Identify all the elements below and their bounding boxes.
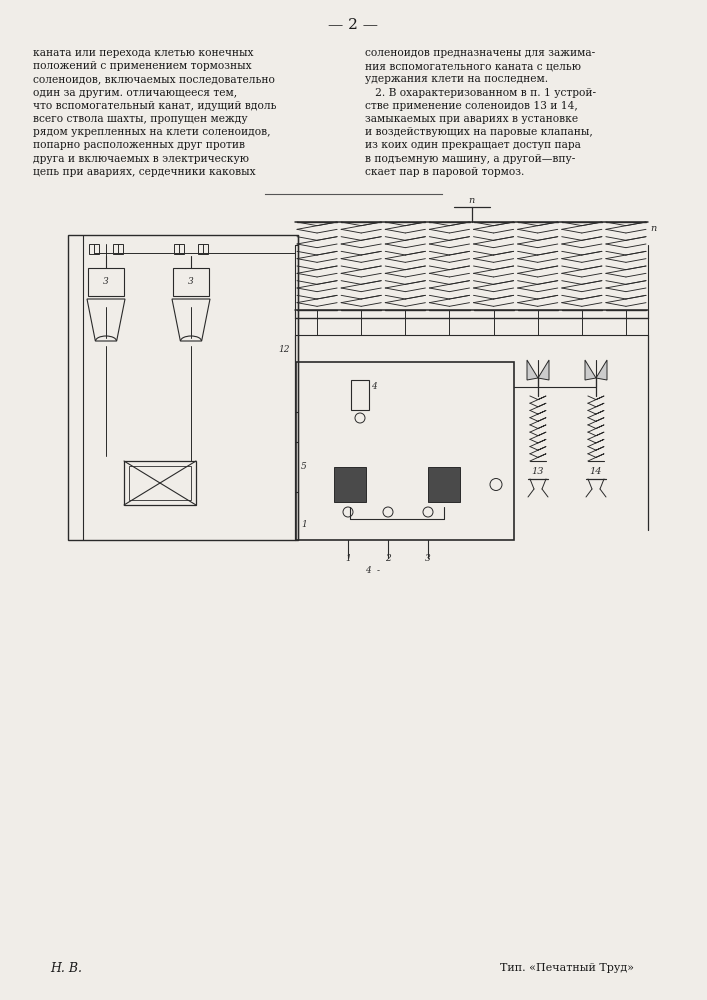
Text: из коих один прекращает доступ пара: из коих один прекращает доступ пара <box>365 140 581 150</box>
Text: — 2 —: — 2 — <box>329 18 378 32</box>
Text: 5: 5 <box>301 462 307 471</box>
Bar <box>113 244 123 254</box>
Bar <box>428 467 460 502</box>
Bar <box>174 244 184 254</box>
Text: всего ствола шахты, пропущен между: всего ствола шахты, пропущен между <box>33 114 247 124</box>
Text: замыкаемых при авариях в установке: замыкаемых при авариях в установке <box>365 114 578 124</box>
Text: 1: 1 <box>345 554 351 563</box>
Text: 2. В охарактеризованном в п. 1 устрой-: 2. В охарактеризованном в п. 1 устрой- <box>365 88 596 98</box>
Text: 14: 14 <box>590 467 602 476</box>
Text: соленоидов, включаемых последовательно: соленоидов, включаемых последовательно <box>33 74 275 84</box>
Text: в подъемную машину, а другой—впу-: в подъемную машину, а другой—впу- <box>365 154 575 164</box>
Polygon shape <box>585 360 596 380</box>
Text: n: n <box>468 196 474 205</box>
Text: друга и включаемых в электрическую: друга и включаемых в электрическую <box>33 154 249 164</box>
Text: 2: 2 <box>385 554 391 563</box>
Polygon shape <box>596 360 607 380</box>
Bar <box>334 467 366 502</box>
Polygon shape <box>527 360 538 380</box>
Text: цепь при авариях, сердечники каковых: цепь при авариях, сердечники каковых <box>33 167 256 177</box>
Bar <box>124 461 196 505</box>
Text: соленоидов предназначены для зажима-: соленоидов предназначены для зажима- <box>365 48 595 58</box>
Text: 12: 12 <box>279 346 290 355</box>
Text: положений с применением тормозных: положений с применением тормозных <box>33 61 252 71</box>
Text: стве применение соленоидов 13 и 14,: стве применение соленоидов 13 и 14, <box>365 101 578 111</box>
Text: 3: 3 <box>425 554 431 563</box>
Text: 3: 3 <box>103 277 109 286</box>
Text: 4: 4 <box>371 382 377 391</box>
Text: удержания клети на последнем.: удержания клети на последнем. <box>365 74 548 84</box>
Text: рядом укрепленных на клети соленоидов,: рядом укрепленных на клети соленоидов, <box>33 127 271 137</box>
Text: 4: 4 <box>365 566 371 575</box>
Bar <box>351 380 369 410</box>
Text: что вспомогательный канат, идущий вдоль: что вспомогательный канат, идущий вдоль <box>33 101 276 111</box>
Bar <box>68 235 298 540</box>
Text: 3: 3 <box>188 277 194 286</box>
Text: каната или перехода клетью конечных: каната или перехода клетью конечных <box>33 48 254 58</box>
Bar <box>129 466 191 500</box>
Text: 13: 13 <box>532 467 544 476</box>
Text: один за другим. отличающееся тем,: один за другим. отличающееся тем, <box>33 88 237 98</box>
Bar <box>89 244 99 254</box>
Text: H. B.: H. B. <box>50 962 82 974</box>
Bar <box>88 268 124 296</box>
Text: -: - <box>377 566 380 575</box>
Polygon shape <box>538 360 549 380</box>
Bar <box>296 362 514 540</box>
Bar <box>173 268 209 296</box>
Text: и воздействующих на паровые клапаны,: и воздействующих на паровые клапаны, <box>365 127 592 137</box>
Text: скает пар в паровой тормоз.: скает пар в паровой тормоз. <box>365 167 525 177</box>
Text: ния вспомогательного каната с целью: ния вспомогательного каната с целью <box>365 61 581 71</box>
Text: Тип. «Печатный Труд»: Тип. «Печатный Труд» <box>500 963 634 973</box>
Text: 1: 1 <box>301 520 307 529</box>
Bar <box>198 244 208 254</box>
Text: n: n <box>650 224 656 233</box>
Text: попарно расположенных друг против: попарно расположенных друг против <box>33 140 245 150</box>
